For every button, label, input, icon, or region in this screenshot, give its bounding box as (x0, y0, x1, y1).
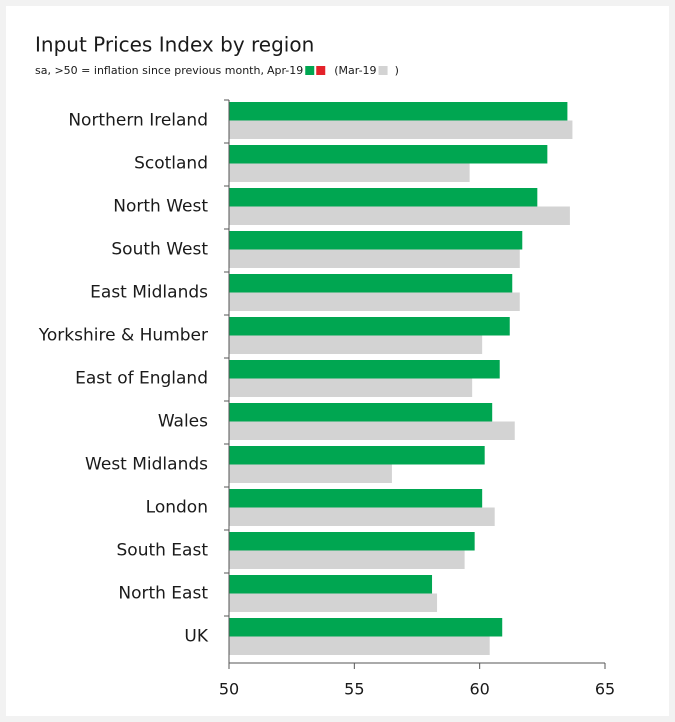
y-tick-label: Northern Ireland (68, 111, 208, 131)
bar (229, 292, 520, 311)
bar (229, 231, 523, 250)
y-tick-label: Wales (158, 412, 208, 432)
legend-label: (Mar-19 (334, 64, 376, 77)
y-tick-label: South West (111, 240, 208, 260)
x-tick-label: 50 (219, 680, 239, 699)
y-tick-label: South East (117, 541, 209, 561)
bar (229, 403, 493, 422)
bar (229, 532, 475, 551)
bar (229, 550, 465, 569)
bar (229, 575, 433, 594)
subtitle: sa, >50 = inflation since previous month… (35, 64, 264, 77)
bar (229, 618, 503, 637)
x-tick-label: 55 (344, 680, 364, 699)
y-tick-label: North East (118, 584, 208, 604)
x-tick-label: 65 (595, 680, 615, 699)
bar (229, 489, 483, 508)
bar (229, 120, 573, 139)
legend-swatch (378, 66, 388, 75)
bar (229, 378, 473, 397)
legend-swatch (316, 66, 326, 75)
x-tick-label: 60 (469, 680, 489, 699)
bar (229, 274, 513, 293)
y-tick-label: East of England (75, 369, 208, 389)
y-tick-label: London (146, 498, 208, 518)
bar (229, 464, 392, 483)
bar (229, 145, 548, 164)
bar (229, 188, 538, 207)
y-tick-label: East Midlands (90, 283, 208, 303)
bar (229, 163, 470, 182)
y-tick-label: UK (184, 627, 208, 647)
legend-label: ) (395, 64, 399, 77)
bar (229, 636, 490, 655)
bar (229, 206, 570, 225)
bar (229, 360, 500, 379)
bar (229, 317, 510, 336)
chart-title: Input Prices Index by region (35, 33, 314, 57)
y-tick-label: West Midlands (85, 455, 208, 475)
y-tick-label: Scotland (134, 154, 208, 174)
legend-swatch (305, 66, 315, 75)
bar (229, 421, 515, 440)
bar (229, 446, 485, 465)
bar (229, 507, 495, 526)
y-tick-label: North West (113, 197, 208, 217)
y-tick-label: Yorkshire & Humber (38, 326, 208, 346)
legend-label: Apr-19 (267, 64, 303, 77)
bar (229, 102, 568, 121)
bar (229, 593, 438, 612)
bar (229, 335, 483, 354)
bar (229, 249, 520, 268)
